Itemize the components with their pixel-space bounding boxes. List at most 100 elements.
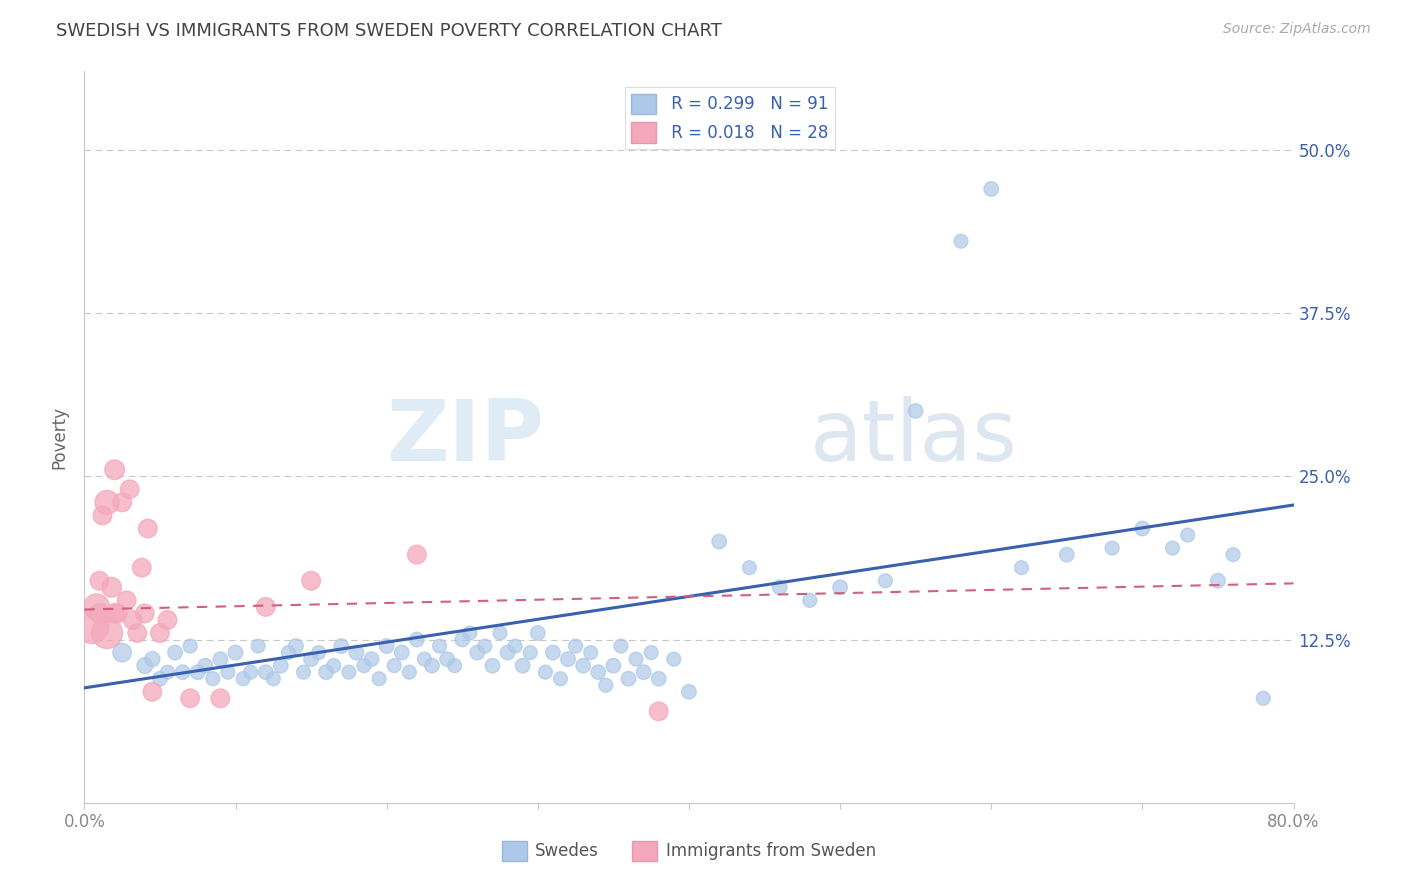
Point xyxy=(209,691,232,706)
Point xyxy=(254,599,277,614)
Point xyxy=(391,646,413,660)
Point xyxy=(738,560,761,574)
Point xyxy=(648,672,671,686)
Point xyxy=(413,652,436,666)
Point xyxy=(299,652,322,666)
Point xyxy=(769,580,792,594)
Point xyxy=(299,574,322,588)
Point xyxy=(100,580,122,594)
Point xyxy=(602,658,624,673)
Point xyxy=(107,607,129,621)
Point xyxy=(262,672,284,686)
Point xyxy=(527,626,550,640)
Point xyxy=(799,593,821,607)
Point xyxy=(134,658,156,673)
Point xyxy=(80,619,103,633)
Point xyxy=(165,646,187,660)
Point xyxy=(904,404,927,418)
Point xyxy=(368,672,391,686)
Point xyxy=(179,691,201,706)
Point xyxy=(429,639,451,653)
Point xyxy=(121,613,143,627)
Point xyxy=(406,548,429,562)
Point xyxy=(595,678,617,692)
Point xyxy=(131,560,153,574)
Point xyxy=(950,234,973,248)
Point xyxy=(201,672,224,686)
Point xyxy=(1253,691,1275,706)
Point xyxy=(443,658,465,673)
Text: Source: ZipAtlas.com: Source: ZipAtlas.com xyxy=(1223,22,1371,37)
Point xyxy=(104,463,127,477)
Text: ZIP: ZIP xyxy=(387,395,544,479)
Point xyxy=(617,672,640,686)
Point xyxy=(156,665,179,680)
Point xyxy=(830,580,852,594)
Point xyxy=(141,652,163,666)
Point xyxy=(557,652,579,666)
Point xyxy=(436,652,458,666)
Point xyxy=(375,639,398,653)
Point xyxy=(232,672,254,686)
Point xyxy=(277,646,299,660)
Legend: Swedes, Immigrants from Sweden: Swedes, Immigrants from Sweden xyxy=(495,834,883,868)
Point xyxy=(115,593,138,607)
Point xyxy=(91,508,114,523)
Point xyxy=(187,665,209,680)
Point xyxy=(172,665,194,680)
Point xyxy=(474,639,496,653)
Point xyxy=(1011,560,1033,574)
Point xyxy=(337,665,360,680)
Point xyxy=(353,658,375,673)
Point xyxy=(104,607,127,621)
Point xyxy=(496,646,519,660)
Point xyxy=(141,685,163,699)
Point xyxy=(225,646,247,660)
Point xyxy=(709,534,731,549)
Point xyxy=(481,658,503,673)
Point xyxy=(633,665,655,680)
Point xyxy=(420,658,443,673)
Y-axis label: Poverty: Poverty xyxy=(51,406,69,468)
Point xyxy=(239,665,262,680)
Point xyxy=(254,665,277,680)
Point xyxy=(550,672,572,686)
Point xyxy=(330,639,353,653)
Point xyxy=(134,607,156,621)
Point xyxy=(1206,574,1229,588)
Point xyxy=(519,646,541,660)
Point xyxy=(1222,548,1244,562)
Point xyxy=(875,574,897,588)
Point xyxy=(467,646,489,660)
Point xyxy=(624,652,647,666)
Point xyxy=(662,652,685,666)
Point xyxy=(247,639,270,653)
Point xyxy=(96,626,118,640)
Point xyxy=(534,665,557,680)
Point xyxy=(451,632,474,647)
Text: SWEDISH VS IMMIGRANTS FROM SWEDEN POVERTY CORRELATION CHART: SWEDISH VS IMMIGRANTS FROM SWEDEN POVERT… xyxy=(56,22,723,40)
Point xyxy=(610,639,633,653)
Point xyxy=(209,652,232,666)
Point xyxy=(1130,521,1153,535)
Point xyxy=(127,626,149,640)
Point xyxy=(406,632,429,647)
Point xyxy=(588,665,610,680)
Point xyxy=(149,672,172,686)
Point xyxy=(89,607,111,621)
Point xyxy=(564,639,586,653)
Point xyxy=(572,658,595,673)
Point xyxy=(579,646,602,660)
Point xyxy=(1056,548,1078,562)
Point xyxy=(292,665,315,680)
Point xyxy=(89,574,111,588)
Point xyxy=(149,626,172,640)
Point xyxy=(398,665,420,680)
Point xyxy=(489,626,512,640)
Point xyxy=(111,646,134,660)
Point xyxy=(541,646,564,660)
Point xyxy=(111,495,134,509)
Point xyxy=(458,626,481,640)
Point xyxy=(980,182,1002,196)
Point xyxy=(648,705,671,719)
